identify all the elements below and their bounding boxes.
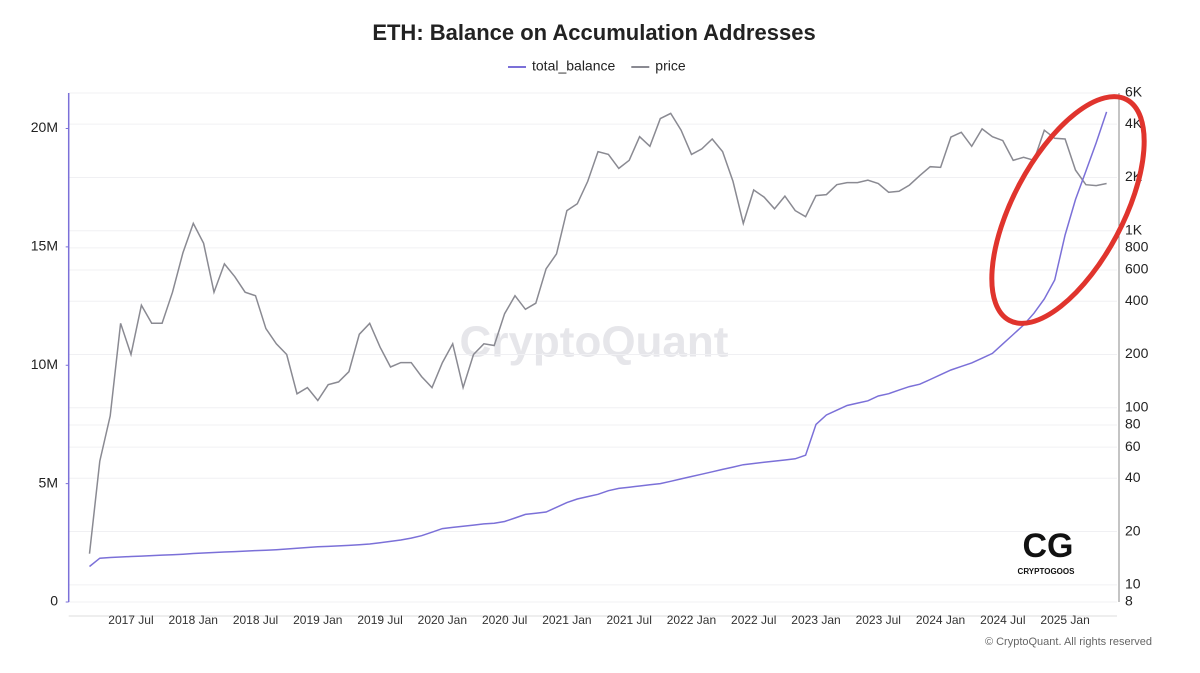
x-tick-label: 2021 Jan [542,613,591,627]
y2-tick-label: 80 [1125,416,1141,432]
highlight-ellipse [989,94,1147,326]
y-tick-label: 15M [31,238,58,254]
logo: CG CRYPTOGOOS [1018,527,1076,576]
y2-tick-label: 600 [1125,261,1149,277]
x-tick-label: 2022 Jul [731,613,776,627]
x-tick-label: 2019 Jul [357,613,402,627]
y2-tick-label: 800 [1125,239,1149,255]
y2-tick-label: 1K [1125,221,1143,237]
logo-mark: CG [1023,527,1074,565]
x-tick-label: 2024 Jan [916,613,965,627]
y2-tick-label: 400 [1125,292,1149,308]
x-tick-label: 2019 Jan [293,613,342,627]
x-tick-label: 2020 Jul [482,613,527,627]
legend-label: price [655,58,686,74]
series-line [89,111,1108,568]
x-tick-label: 2017 Jul [108,613,153,627]
x-tick-label: 2023 Jul [856,613,901,627]
y-tick-label: 20M [31,119,58,135]
y2-tick-label: 200 [1125,345,1149,361]
y2-tick-label: 8 [1125,593,1133,609]
series-line [88,112,1107,554]
y-tick-label: 0 [50,593,58,609]
copyright: © CryptoQuant. All rights reserved [985,636,1152,648]
y-tick-label: 5M [39,474,58,490]
y2-tick-label: 100 [1125,399,1149,415]
x-tick-label: 2025 Jan [1040,613,1089,627]
y2-tick-label: 4K [1125,115,1143,131]
x-tick-label: 2021 Jul [606,613,651,627]
y2-tick-label: 60 [1125,438,1141,454]
logo-text: CRYPTOGOOS [1018,567,1076,576]
y2-tick-label: 40 [1125,469,1141,485]
watermark: CryptoQuant [460,318,729,367]
y2-tick-label: 6K [1125,84,1143,100]
x-tick-label: 2023 Jan [791,613,840,627]
y-tick-label: 10M [31,356,58,372]
x-tick-label: 2018 Jan [169,613,218,627]
x-tick-label: 2022 Jan [667,613,716,627]
y2-tick-label: 10 [1125,576,1141,592]
x-tick-label: 2020 Jan [418,613,467,627]
x-tick-label: 2024 Jul [980,613,1025,627]
x-tick-label: 2018 Jul [233,613,278,627]
y2-tick-label: 20 [1125,522,1141,538]
chart-title: ETH: Balance on Accumulation Addresses [372,20,815,45]
legend-label: total_balance [532,58,616,74]
